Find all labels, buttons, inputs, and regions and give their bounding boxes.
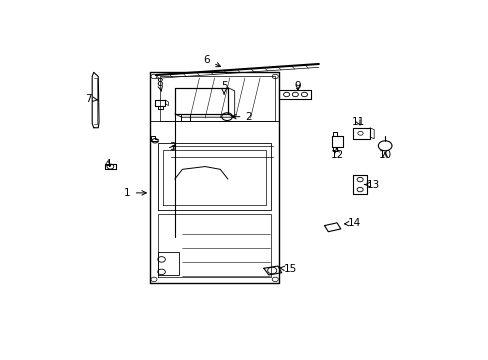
Text: 11: 11 (351, 117, 365, 127)
Text: 15: 15 (280, 264, 296, 274)
Text: 6: 6 (203, 55, 220, 67)
Text: 10: 10 (378, 150, 391, 161)
Text: 2: 2 (231, 112, 251, 122)
Text: 5: 5 (220, 81, 227, 94)
Text: 14: 14 (344, 219, 361, 228)
Text: 13: 13 (364, 180, 380, 190)
Text: 9: 9 (294, 81, 301, 91)
Text: 3: 3 (169, 142, 176, 152)
Text: 4: 4 (104, 159, 111, 169)
Text: 8: 8 (156, 78, 163, 91)
Text: 1: 1 (124, 188, 146, 198)
Text: 12: 12 (330, 148, 344, 161)
Text: 7: 7 (85, 94, 97, 104)
